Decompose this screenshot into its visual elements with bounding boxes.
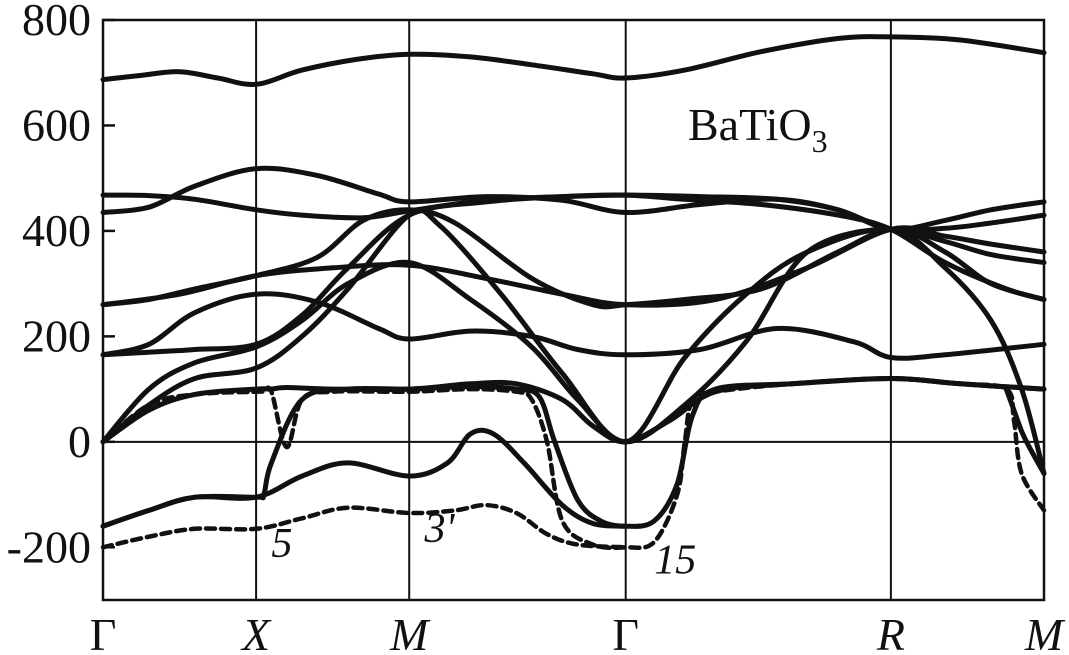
x-tick-label: R: [876, 609, 905, 655]
plot-border: [101, 18, 1046, 602]
phonon-branch: [100, 165, 1047, 234]
y-axis-ticks: 800 600 400 200 0 -200: [7, 0, 115, 572]
x-tick-label: M: [1024, 609, 1066, 655]
chart-title: BaTiO3: [688, 99, 828, 159]
y-tick-label: 200: [22, 310, 91, 361]
x-tick-label: Γ: [612, 609, 639, 655]
chart-title-main: BaTiO: [688, 99, 812, 150]
y-tick-label: 800: [22, 0, 91, 45]
grid-lines: [103, 20, 1044, 600]
phonon-branch: [100, 225, 1047, 308]
branch-label: 5: [271, 521, 292, 567]
x-tick-label: X: [240, 609, 272, 655]
phonon-branch-dashed: [100, 376, 1047, 551]
dispersion-curves: [100, 34, 1047, 551]
plot-frame: [101, 18, 1046, 602]
y-tick-label: 600: [22, 99, 91, 150]
phonon-branch: [100, 207, 1047, 310]
chart-title-subscript: 3: [812, 123, 828, 159]
y-tick-label: 400: [22, 205, 91, 256]
phonon-branch: [100, 192, 1047, 358]
y-tick-label: -200: [7, 521, 91, 572]
branch-label: 15: [654, 538, 696, 584]
branch-annotations: 5 3' 15: [271, 506, 696, 584]
x-tick-label: M: [389, 609, 431, 655]
phonon-branch: [100, 376, 1047, 529]
y-tick-label: 0: [68, 416, 91, 467]
phonon-branch-dashed: [100, 502, 628, 550]
phonon-branch: [100, 34, 1047, 87]
x-tick-label: Γ: [90, 609, 117, 655]
branch-label: 3': [424, 506, 456, 552]
phonon-branch: [100, 226, 1047, 445]
phonon-branch: [100, 291, 1047, 361]
phonon-branch: [100, 207, 1047, 476]
